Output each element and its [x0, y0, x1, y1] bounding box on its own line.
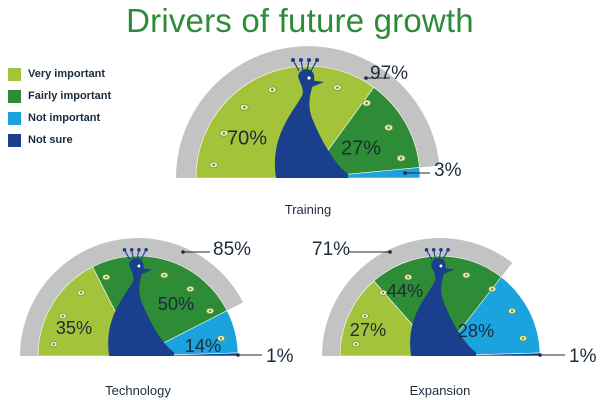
feather-eye-center	[105, 276, 108, 279]
peacock-crest	[292, 59, 300, 72]
peacock-beak	[139, 267, 153, 275]
legend-swatch	[8, 67, 21, 81]
slice-fairly-important	[307, 86, 420, 179]
legend-item-very-important: Very important	[8, 63, 111, 85]
feather-eye-center	[61, 314, 65, 318]
legend-swatch	[8, 89, 21, 103]
peacock-crest-tip	[315, 58, 319, 62]
feather-eye-center	[219, 337, 223, 340]
peacock-crest	[442, 249, 449, 260]
feather-eye-center	[243, 106, 246, 109]
gauge-training: 70% 27% 3% 97% Training	[176, 46, 462, 217]
feather-eye-center	[212, 163, 215, 167]
slice-value-label: 1%	[569, 346, 597, 367]
peacock-icon	[108, 258, 174, 356]
peacock-crest-tip	[424, 248, 429, 252]
feather-eye-center	[189, 287, 192, 291]
feather-eye-center	[387, 126, 391, 129]
slice-not-important	[439, 276, 541, 357]
gauge-label: Technology	[105, 383, 171, 398]
slice-value-label: 28%	[458, 321, 494, 341]
peacock-icon	[274, 69, 348, 178]
peacock-crest-tip	[446, 248, 450, 252]
peacock-crest-tip	[137, 248, 141, 252]
slice-value-label: 35%	[56, 318, 92, 338]
peacock-beak	[441, 267, 455, 275]
feather-eye-center	[465, 274, 468, 277]
slice-value-label: 1%	[266, 346, 294, 367]
legend-item-not-sure: Not sure	[8, 129, 111, 151]
feather-eye-center	[381, 291, 385, 294]
feather-eye-center	[222, 132, 226, 135]
legend-item-fairly-important: Fairly important	[8, 85, 111, 107]
feather-eye-center	[163, 274, 166, 277]
gauge-technology: 35% 50% 14% 1% 85% Technology	[20, 238, 294, 398]
peacock-beak	[310, 80, 324, 87]
gauge-label: Expansion	[410, 383, 471, 398]
slice-value-label: 44%	[387, 281, 423, 301]
feather-eye-center	[510, 309, 514, 313]
legend-swatch	[8, 111, 21, 125]
feather-eye-center	[208, 309, 212, 313]
feather-eye-center	[399, 156, 403, 160]
peacock-crest-tip	[299, 58, 303, 62]
total-value-label: 97%	[370, 63, 408, 84]
legend-label: Not important	[28, 112, 101, 124]
peacock-eye	[137, 264, 141, 268]
slice-value-label: 3%	[434, 160, 462, 181]
leader-dot	[364, 76, 368, 80]
peacock-crest-tip	[129, 248, 134, 252]
feather-eye-center	[363, 314, 367, 318]
legend-item-not-important: Not important	[8, 107, 111, 129]
peacock-crest-tip	[439, 248, 443, 252]
feather-eye-center	[354, 343, 357, 346]
feather-eye-center	[79, 291, 83, 294]
peacock-icon	[410, 258, 476, 356]
feather-eye-center	[407, 276, 410, 279]
feather-eye-center	[271, 88, 274, 91]
slice-value-label: 50%	[158, 294, 194, 314]
gauge-expansion: 27%44% 28% 1% 71% Expansion	[312, 238, 597, 398]
slice-value-label: 27%	[341, 137, 381, 159]
peacock-crest	[124, 249, 131, 260]
slice-value-label: 27%	[350, 320, 386, 340]
peacock-crest	[310, 59, 318, 72]
feather-eye-center	[491, 287, 494, 291]
slice-value-label: 70%	[227, 127, 267, 149]
leader-dot	[388, 250, 392, 254]
total-value-label: 71%	[312, 239, 350, 260]
legend-label: Not sure	[28, 134, 73, 146]
chart-title: Drivers of future growth	[126, 2, 474, 39]
feather-eye-center	[52, 343, 55, 346]
peacock-eye	[307, 76, 311, 80]
peacock-crest-tip	[291, 58, 295, 62]
slice-value-label: 14%	[185, 336, 221, 356]
slice-very-important	[195, 65, 375, 179]
legend-label: Fairly important	[28, 90, 112, 102]
feather-eye-center	[336, 86, 339, 89]
legend-swatch	[8, 133, 21, 147]
leader-dot	[181, 250, 185, 254]
peacock-crest	[426, 249, 433, 260]
peacock-crest-tip	[307, 58, 311, 62]
legend-label: Very important	[28, 68, 106, 80]
feather-eye-center	[365, 101, 368, 105]
peacock-crest-tip	[144, 248, 148, 252]
feather-eye-center	[521, 337, 525, 340]
peacock-crest	[140, 249, 147, 260]
total-value-label: 85%	[213, 239, 251, 260]
peacock-crest-tip	[122, 248, 127, 252]
gauge-label: Training	[285, 202, 331, 217]
legend: Very important Fairly important Not impo…	[8, 63, 111, 151]
peacock-crest-tip	[431, 248, 436, 252]
peacock-eye	[439, 264, 443, 268]
